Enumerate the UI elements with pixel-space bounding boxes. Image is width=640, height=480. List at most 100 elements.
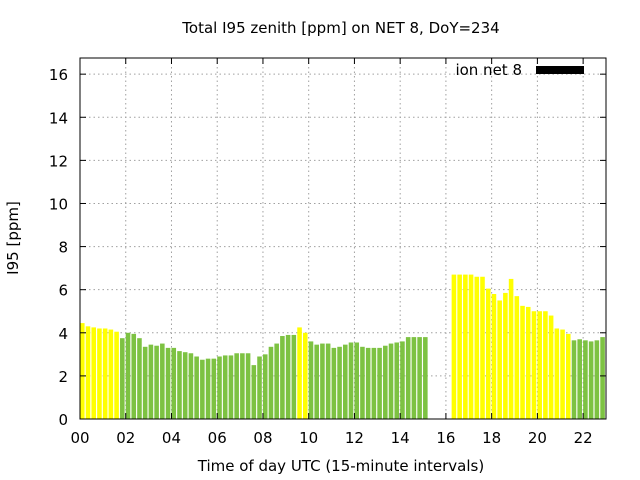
y-tick-label: 10 xyxy=(49,195,68,213)
bar xyxy=(588,341,594,419)
y-tick-label: 2 xyxy=(58,368,68,386)
bar xyxy=(565,333,571,419)
bar xyxy=(388,343,394,419)
bar xyxy=(274,343,279,419)
bar xyxy=(320,343,325,419)
bar xyxy=(583,340,588,419)
bar xyxy=(365,347,371,419)
bar xyxy=(514,296,520,419)
x-tick-label: 16 xyxy=(436,429,455,447)
bar xyxy=(600,337,605,419)
bar xyxy=(131,333,137,419)
bar xyxy=(423,337,428,419)
x-tick-label: 02 xyxy=(116,429,135,447)
x-axis-label: Time of day UTC (15-minute intervals) xyxy=(197,457,484,475)
y-tick-label: 6 xyxy=(58,282,68,300)
bar xyxy=(594,340,600,419)
x-tick-label: 20 xyxy=(528,429,547,447)
bar xyxy=(137,338,142,419)
bar xyxy=(417,337,422,419)
y-tick-label: 14 xyxy=(49,109,68,127)
bar xyxy=(302,332,308,419)
bars xyxy=(80,274,605,419)
x-tick-label: 18 xyxy=(482,429,501,447)
bar xyxy=(560,329,565,419)
bar xyxy=(188,353,194,419)
x-tick-label: 10 xyxy=(299,429,318,447)
bar xyxy=(457,274,462,419)
bar xyxy=(491,293,497,419)
bar xyxy=(343,344,348,419)
bar xyxy=(411,337,417,419)
bar xyxy=(182,352,188,419)
bar xyxy=(537,311,542,419)
bar xyxy=(240,353,245,419)
bar xyxy=(194,356,199,419)
bar xyxy=(160,343,165,419)
x-tick-label: 22 xyxy=(574,429,593,447)
bar xyxy=(314,344,319,419)
bar xyxy=(354,342,360,419)
x-tick-label: 12 xyxy=(345,429,364,447)
grid xyxy=(80,58,606,419)
bar xyxy=(468,274,474,419)
bar xyxy=(571,340,577,419)
bar xyxy=(262,354,268,419)
bar xyxy=(102,328,108,419)
bar xyxy=(280,336,285,419)
bar xyxy=(154,345,159,419)
bar xyxy=(171,347,177,419)
bar xyxy=(400,341,405,419)
bar xyxy=(360,346,365,419)
bar xyxy=(148,344,154,419)
bar xyxy=(177,351,182,419)
bar xyxy=(245,353,251,419)
bar xyxy=(337,346,342,419)
bar xyxy=(525,306,531,419)
y-tick-label: 12 xyxy=(49,152,68,170)
bar xyxy=(97,328,102,419)
bar xyxy=(108,329,114,419)
bar xyxy=(205,358,211,419)
x-tick-label: 04 xyxy=(162,429,181,447)
legend-label: ion net 8 xyxy=(455,61,522,79)
y-tick-label: 16 xyxy=(49,66,68,84)
bar xyxy=(497,300,502,419)
bar xyxy=(285,334,291,419)
bar xyxy=(325,343,331,419)
bar xyxy=(405,337,411,419)
bar xyxy=(80,323,85,419)
x-tick-label: 06 xyxy=(208,429,227,447)
bar xyxy=(217,356,222,419)
legend-swatch xyxy=(536,66,584,74)
bar xyxy=(211,358,217,419)
bar xyxy=(383,345,388,419)
bar xyxy=(474,276,480,419)
x-tick-label: 00 xyxy=(70,429,89,447)
bar xyxy=(308,341,314,419)
legend: ion net 8 xyxy=(455,61,584,79)
bar xyxy=(251,365,257,419)
x-tick-label: 14 xyxy=(391,429,410,447)
x-tick-label: 08 xyxy=(253,429,272,447)
chart-title: Total I95 zenith [ppm] on NET 8, DoY=234 xyxy=(181,19,499,37)
bar xyxy=(394,342,400,419)
y-axis-label: I95 [ppm] xyxy=(4,201,22,275)
bar xyxy=(228,355,234,419)
bar xyxy=(377,347,382,419)
bar xyxy=(331,347,337,419)
bar xyxy=(257,356,262,419)
bar xyxy=(348,342,354,419)
bar xyxy=(520,305,525,419)
bar xyxy=(463,274,468,419)
y-tick-label: 8 xyxy=(58,239,68,257)
bar xyxy=(485,288,491,419)
bar xyxy=(91,327,97,419)
bar xyxy=(451,274,457,419)
bar xyxy=(508,278,514,419)
y-tick-label: 4 xyxy=(58,325,68,343)
bar xyxy=(531,311,537,419)
bar xyxy=(554,328,560,419)
